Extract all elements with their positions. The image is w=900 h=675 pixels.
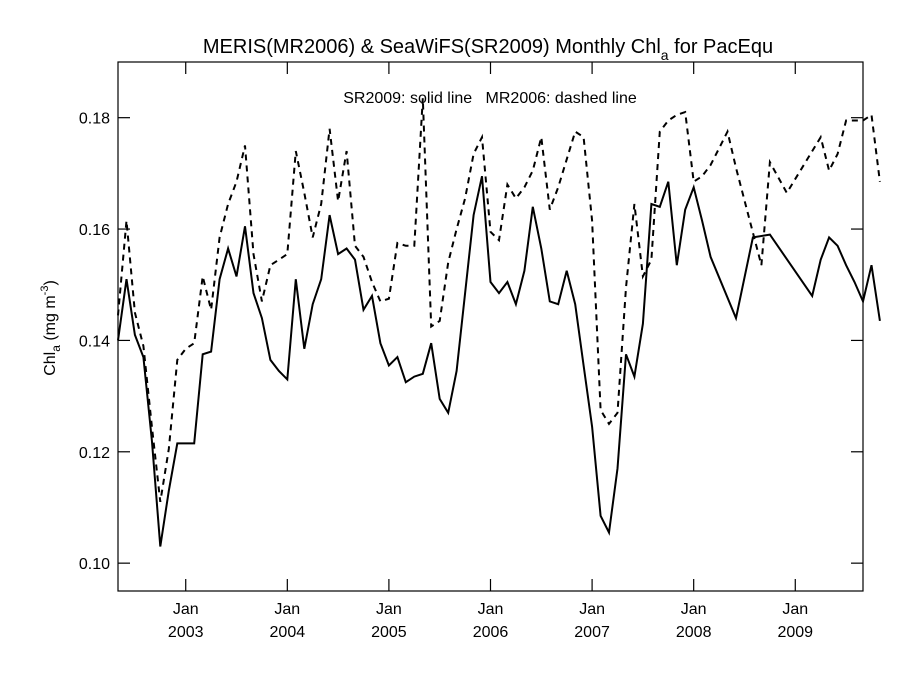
x-tick-month-label: Jan — [478, 601, 504, 618]
x-tick-month-label: Jan — [376, 601, 402, 618]
x-tick-month-label: Jan — [782, 601, 808, 618]
x-tick-year-label: 2005 — [371, 624, 407, 641]
x-tick-year-label: 2008 — [676, 624, 712, 641]
y-tick-label: 0.12 — [79, 445, 110, 462]
x-tick-month-label: Jan — [579, 601, 605, 618]
series-layer — [117, 98, 881, 547]
y-tick-label: 0.18 — [79, 111, 110, 128]
mr2006-dashed-series-line — [117, 98, 881, 503]
x-tick-year-label: 2007 — [574, 624, 610, 641]
x-axis: Jan 2003 Jan 2004 Jan 2005 Jan 2006 Jan 2007 Jan 20… — [168, 62, 813, 641]
plot-frame — [117, 61, 864, 592]
y-axis-label: Chla (mg m-3) — [39, 280, 63, 376]
x-tick-year-label: 2006 — [473, 624, 509, 641]
sr2009-solid-series-line — [117, 175, 881, 547]
x-tick-year-label: 2009 — [777, 624, 813, 641]
y-tick-label: 0.10 — [79, 556, 110, 573]
x-tick-year-label: 2004 — [270, 624, 306, 641]
y-tick-label: 0.14 — [79, 333, 110, 350]
x-tick-year-label: 2003 — [168, 624, 204, 641]
chart-title: MERIS(MR2006) & SeaWiFS(SR2009) Monthly … — [203, 36, 773, 63]
y-tick-label: 0.16 — [79, 222, 110, 239]
line-style-annotation: SR2009: solid line MR2006: dashed line — [343, 90, 637, 107]
x-tick-month-label: Jan — [681, 601, 707, 618]
x-tick-month-label: Jan — [274, 601, 300, 618]
y-axis: 0.10 0.12 0.14 0.16 0.18 — [79, 111, 863, 573]
x-tick-month-label: Jan — [173, 601, 199, 618]
